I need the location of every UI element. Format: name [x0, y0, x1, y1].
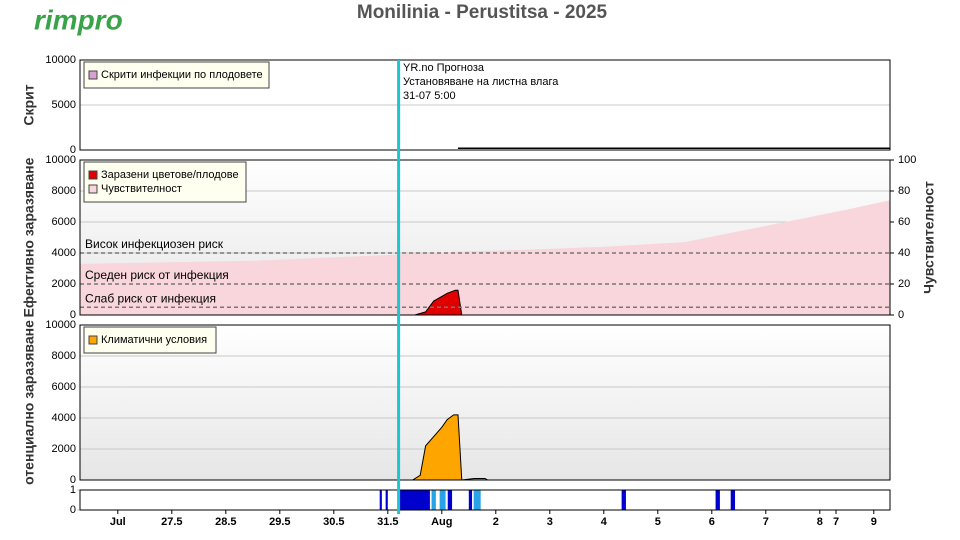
bar: [398, 490, 430, 510]
y-tick-label: 0: [70, 144, 76, 156]
y-axis-title: Скрит: [21, 84, 37, 125]
chart-title: Monilinia - Perustitsa - 2025: [357, 2, 608, 23]
area: [80, 200, 890, 315]
y-tick-label: 5000: [52, 99, 76, 111]
plot-border: [79, 59, 891, 151]
y-axis-title: отенциално заразяване: [21, 320, 37, 485]
bar: [447, 490, 453, 510]
x-tick-label: 6: [709, 516, 715, 528]
y2-axis-title: Чувствителност: [921, 181, 937, 294]
y2-tick-label: 0: [898, 309, 904, 321]
y-tick-label: 4000: [52, 247, 76, 259]
legend-label: Чувствителност: [101, 183, 182, 195]
bar: [730, 490, 736, 510]
x-tick-label: 2: [493, 516, 499, 528]
x-tick-label: 7: [833, 516, 839, 528]
legend-box: [83, 61, 270, 89]
y-tick-label: 6000: [52, 381, 76, 393]
bar: [379, 490, 382, 510]
threshold-label: Среден риск от инфекция: [85, 268, 229, 282]
y-tick-label: 0: [70, 309, 76, 321]
y-tick-label: 2000: [52, 278, 76, 290]
y-tick-label: 6000: [52, 216, 76, 228]
x-tick-label: 28.5: [215, 516, 236, 528]
x-tick-label: 27.5: [161, 516, 182, 528]
x-tick-label: 31.5: [377, 516, 398, 528]
threshold-label: Слаб риск от инфекция: [85, 291, 216, 305]
plot-border: [79, 159, 891, 316]
legend-label: Климатични условия: [101, 334, 207, 346]
legend-swatch: [88, 170, 98, 180]
area: [410, 414, 490, 481]
annotation: Установяване на листна влага: [403, 76, 559, 88]
annotation: YR.no Прогноза: [403, 62, 485, 74]
y-tick-label: 0: [70, 504, 76, 516]
bar: [439, 490, 446, 510]
legend-label: Заразени цветове/плодове: [101, 169, 239, 181]
bar: [473, 490, 481, 510]
x-tick-label: Aug: [431, 516, 452, 528]
legend-box: [83, 326, 217, 354]
legend-box: [83, 161, 247, 203]
y2-tick-label: 40: [898, 247, 910, 259]
y-tick-label: 1: [70, 484, 76, 496]
x-tick-label: 29.5: [269, 516, 290, 528]
x-tick-label: 8: [817, 516, 823, 528]
y2-tick-label: 60: [898, 216, 910, 228]
y-tick-label: 4000: [52, 412, 76, 424]
y-tick-label: 10000: [45, 154, 76, 166]
y-tick-label: 8000: [52, 350, 76, 362]
y2-tick-label: 80: [898, 185, 910, 197]
bar: [431, 490, 436, 510]
x-tick-label: 3: [547, 516, 553, 528]
annotation: 31-07 5:00: [403, 90, 456, 102]
x-tick-label: 5: [655, 516, 661, 528]
y-tick-label: 10000: [45, 319, 76, 331]
logo: rimpro: [34, 4, 123, 35]
y-tick-label: 8000: [52, 185, 76, 197]
y-tick-label: 10000: [45, 54, 76, 66]
y2-tick-label: 20: [898, 278, 910, 290]
legend-label: Скрити инфекции по плодовете: [101, 69, 263, 81]
x-tick-label: 4: [601, 516, 608, 528]
legend-swatch: [88, 184, 98, 194]
bar: [385, 490, 388, 510]
plot-area: [80, 490, 890, 510]
y2-tick-label: 100: [898, 154, 916, 166]
y-tick-label: 0: [70, 474, 76, 486]
bar: [715, 490, 720, 510]
bar: [621, 490, 626, 510]
x-tick-label: 7: [763, 516, 769, 528]
x-tick-label: 30.5: [323, 516, 344, 528]
plot-border: [79, 489, 891, 511]
threshold-label: Висок инфекциозен риск: [85, 237, 224, 251]
x-tick-label: Jul: [110, 516, 126, 528]
legend-swatch: [88, 70, 98, 80]
x-tick-label: 9: [871, 516, 877, 528]
legend-swatch: [88, 335, 98, 345]
y-axis-title: Ефективно заразяване: [21, 157, 37, 317]
bar: [468, 490, 473, 510]
y-tick-label: 2000: [52, 443, 76, 455]
plot-border: [79, 324, 891, 481]
